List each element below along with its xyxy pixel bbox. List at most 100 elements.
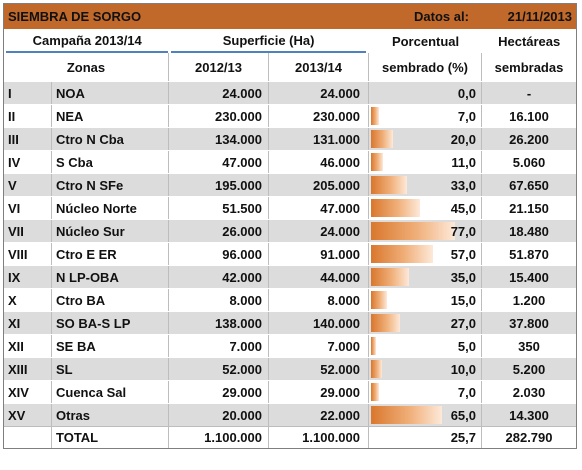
percent-data-bar: [371, 245, 434, 263]
percent-data-bar: [371, 153, 383, 171]
total-row: TOTAL 1.100.000 1.100.000 25,7 282.790: [4, 426, 576, 448]
area-2013: 24.000: [269, 220, 369, 242]
zone-name: Ctro N Cba: [52, 128, 169, 150]
percent-data-bar: [371, 199, 421, 217]
zone-number: VIII: [4, 243, 52, 265]
table-title: SIEMBRA DE SORGO: [8, 9, 142, 24]
hectares-sown: 26.200: [509, 131, 549, 147]
percent-data-bar: [371, 383, 379, 401]
percent-data-bar: [371, 406, 442, 424]
zone-number: I: [4, 82, 52, 104]
hectares-sown: 14.300: [509, 407, 549, 423]
area-2012: 29.000: [169, 381, 269, 403]
table-row: VI Núcleo Norte 51.500 47.000 45,0 21.150: [4, 196, 576, 219]
porcentual-header-2: sembrado (%): [369, 53, 482, 81]
hectares-sown: 1.200: [512, 292, 546, 308]
percent-value: 5,0: [457, 338, 476, 354]
area-2012: 52.000: [169, 358, 269, 380]
area-2012: 195.000: [169, 174, 269, 196]
zone-name: NOA: [52, 82, 169, 104]
percent-cell: 20,0: [369, 128, 482, 150]
header-row-2: Zonas 2012/13 2013/14 sembrado (%) sembr…: [4, 53, 576, 81]
zone-name: Núcleo Sur: [52, 220, 169, 242]
percent-cell: 7,0: [369, 105, 482, 127]
percent-cell: 65,0: [369, 404, 482, 426]
percent-cell: 27,0: [369, 312, 482, 334]
percent-value: 11,0: [451, 154, 476, 170]
area-2013: 22.000: [269, 404, 369, 426]
percent-cell: 45,0: [369, 197, 482, 219]
zone-number: XV: [4, 404, 52, 426]
percent-value: 20,0: [450, 131, 476, 147]
table-row: XII SE BA 7.000 7.000 5,0 350: [4, 334, 576, 357]
zone-name: SO BA-S LP: [52, 312, 169, 334]
percent-value: 0,0: [457, 85, 476, 101]
area-2012: 230.000: [169, 105, 269, 127]
sorgo-table: SIEMBRA DE SORGO Datos al: 21/11/2013 Ca…: [3, 3, 577, 449]
percent-data-bar: [371, 337, 377, 355]
zone-name: Ctro E ER: [52, 243, 169, 265]
percent-cell: 10,0: [369, 358, 482, 380]
zonas-header: Zonas: [4, 53, 169, 81]
area-2012: 47.000: [169, 151, 269, 173]
hectares-sown: 16.100: [509, 108, 549, 124]
hectareas-header-1: Hectáreas: [498, 33, 561, 49]
hectares-sown: 15.400: [509, 269, 549, 285]
percent-data-bar: [371, 314, 401, 332]
zone-number: XIII: [4, 358, 52, 380]
zone-number: XI: [4, 312, 52, 334]
zone-number: II: [4, 105, 52, 127]
total-num-cell: [4, 427, 52, 448]
hectares-sown: 5.060: [512, 154, 546, 170]
percent-cell: 57,0: [369, 243, 482, 265]
zone-number: XII: [4, 335, 52, 357]
header-row-1: Campaña 2013/14 Superficie (Ha) Porcentu…: [4, 29, 576, 53]
zone-name: Cuenca Sal: [52, 381, 169, 403]
area-2012: 8.000: [169, 289, 269, 311]
zone-number: V: [4, 174, 52, 196]
hectares-sown: 21.150: [509, 200, 549, 216]
percent-value: 7,0: [457, 384, 476, 400]
table-row: V Ctro N SFe 195.000 205.000 33,0 67.650: [4, 173, 576, 196]
percent-data-bar: [371, 107, 379, 125]
percent-value: 35,0: [450, 269, 476, 285]
percent-value: 10,0: [450, 361, 476, 377]
zone-name: SE BA: [52, 335, 169, 357]
hectares-sown: 350: [518, 338, 540, 354]
total-ha: 282.790: [505, 430, 553, 445]
year-2013-header: 2013/14: [269, 53, 369, 81]
total-2012: 1.100.000: [169, 427, 269, 448]
percent-data-bar: [371, 291, 388, 309]
zone-name: S Cba: [52, 151, 169, 173]
hectareas-header-2: sembradas: [494, 59, 564, 75]
table-row: XIII SL 52.000 52.000 10,0 5.200: [4, 357, 576, 380]
table-row: IV S Cba 47.000 46.000 11,0 5.060: [4, 150, 576, 173]
percent-data-bar: [371, 268, 410, 286]
percent-data-bar: [371, 222, 455, 240]
table-row: VIII Ctro E ER 96.000 91.000 57,0 51.870: [4, 242, 576, 265]
zone-name: Otras: [52, 404, 169, 426]
zone-number: VI: [4, 197, 52, 219]
area-2012: 134.000: [169, 128, 269, 150]
datos-date: 21/11/2013: [507, 9, 572, 24]
area-2013: 46.000: [269, 151, 369, 173]
area-2013: 140.000: [269, 312, 369, 334]
campaign-header: Campaña 2013/14: [6, 29, 169, 53]
total-2013: 1.100.000: [269, 427, 369, 448]
percent-cell: 11,0: [369, 151, 482, 173]
percent-value: 7,0: [457, 108, 476, 124]
hectares-sown: 37.800: [509, 315, 549, 331]
total-label: TOTAL: [52, 427, 169, 448]
table-row: XI SO BA-S LP 138.000 140.000 27,0 37.800: [4, 311, 576, 334]
hectares-sown: 5.200: [512, 361, 546, 377]
percent-cell: 5,0: [369, 335, 482, 357]
percent-cell: 15,0: [369, 289, 482, 311]
hectares-sown: -: [526, 85, 532, 101]
area-2013: 8.000: [269, 289, 369, 311]
zone-name: SL: [52, 358, 169, 380]
table-row: XIV Cuenca Sal 29.000 29.000 7,0 2.030: [4, 380, 576, 403]
table-row: I NOA 24.000 24.000 0,0-: [4, 81, 576, 104]
superficie-header: Superficie (Ha): [171, 29, 366, 53]
area-2012: 26.000: [169, 220, 269, 242]
percent-cell: 35,0: [369, 266, 482, 288]
